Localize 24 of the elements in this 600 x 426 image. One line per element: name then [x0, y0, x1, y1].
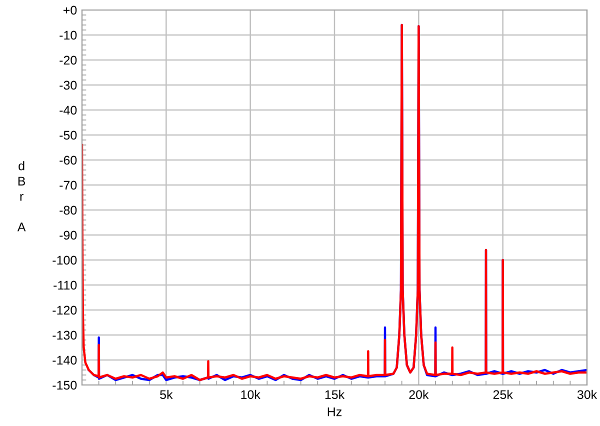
x-tick-label: 5k — [160, 390, 173, 400]
y-tick-label: -130 — [52, 330, 77, 340]
y-tick-label: -60 — [60, 156, 77, 165]
x-tick-label: 10k — [241, 390, 260, 400]
x-axis-title: Hz — [328, 408, 342, 416]
y-tick-label: -30 — [60, 80, 77, 90]
y-tick-label: -70 — [60, 180, 77, 190]
x-tick-label: 15k — [325, 390, 345, 400]
x-tick-label: 20k — [409, 390, 429, 400]
y-tick-label: -40 — [60, 106, 77, 115]
text: dBr A — [17, 161, 26, 232]
y-tick-label: -140 — [52, 356, 77, 365]
y-tick-label: -110 — [54, 280, 77, 290]
x-tick-label: 30k — [577, 390, 598, 400]
y-tick-label: -80 — [60, 206, 77, 215]
y-tick-label: -20 — [60, 56, 77, 65]
y-tick-label: -50 — [60, 130, 77, 140]
y-tick-label: -100 — [52, 256, 77, 265]
x-tick-label: 25k — [493, 390, 513, 400]
y-tick-label: -10 — [60, 30, 77, 40]
y-tick-label: -120 — [52, 306, 77, 315]
y-tick-label: +0 — [64, 6, 77, 15]
y-tick-label: -90 — [60, 230, 77, 240]
y-tick-label: -150 — [52, 380, 77, 390]
